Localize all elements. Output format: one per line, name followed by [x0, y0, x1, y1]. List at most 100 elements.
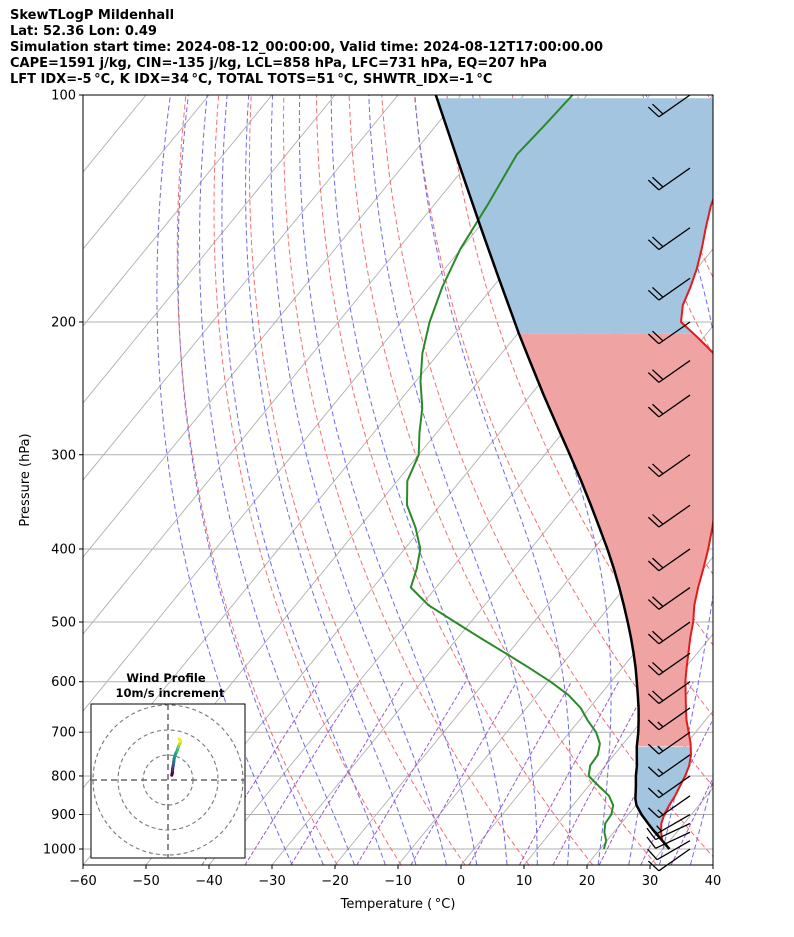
x-tick-label: 10 — [516, 874, 533, 889]
wind-barb-flag — [647, 372, 660, 383]
wind-barb-half — [657, 721, 664, 728]
wind-barb-flag — [647, 693, 660, 705]
mixing-ratio-line — [670, 776, 713, 865]
wind-barb-flag — [652, 403, 664, 415]
wind-barb-flag — [647, 466, 660, 478]
hodograph-title: Wind Profile — [126, 671, 206, 685]
wind-barb — [647, 454, 691, 478]
wind-barb-flag — [647, 560, 660, 572]
mixing-ratio-line — [201, 681, 320, 865]
wind-barb-shaft — [658, 621, 691, 645]
wind-barb-flag — [652, 661, 664, 673]
dry-adiabat — [316, 95, 594, 865]
wind-barb — [647, 813, 691, 835]
wind-barb-shaft — [658, 167, 691, 191]
wind-barb-flag — [652, 596, 664, 607]
wind-barb-flag — [647, 106, 660, 118]
dry-adiabat — [176, 95, 338, 865]
isotherm-line — [712, 864, 713, 865]
wind-barb-flag — [647, 333, 660, 345]
isotherm-line — [83, 95, 210, 250]
dry-adiabat — [741, 95, 794, 865]
moist-adiabat — [414, 95, 571, 865]
wind-barb-shaft — [658, 681, 691, 705]
wind-barb-shaft — [658, 94, 691, 118]
location-line: Lat: 52.36 Lon: 0.49 — [10, 24, 157, 39]
wind-profile-hodograph: Wind Profile 10m/s increment — [90, 671, 246, 859]
isotherm-line — [397, 479, 713, 865]
wind-barb-shaft — [658, 775, 691, 799]
wind-barb-shaft — [658, 360, 691, 383]
wind-barb-half — [657, 745, 664, 752]
wind-barb — [647, 681, 691, 705]
wind-barb-flag — [647, 289, 660, 301]
wind-barb-shaft — [658, 707, 691, 731]
moist-adiabat — [199, 95, 355, 865]
wind-barb-shaft — [656, 840, 691, 861]
wind-barb — [647, 394, 691, 418]
isotherm-line — [83, 95, 525, 635]
wind-barb-flag — [652, 286, 664, 298]
moist-adiabat — [221, 95, 386, 865]
mixing-ratio-line — [640, 718, 713, 865]
time-line: Simulation start time: 2024-08-12_00:00:… — [10, 40, 603, 55]
x-tick-label: −20 — [321, 874, 348, 889]
wind-barb-shaft — [658, 795, 691, 819]
dry-adiabat — [773, 95, 794, 865]
moist-adiabat — [645, 95, 713, 865]
wind-barb-flag — [652, 176, 664, 188]
wind-barb-shaft — [658, 321, 691, 345]
wind-barb-flag — [647, 406, 660, 418]
cin-area — [635, 746, 691, 849]
mixing-ratio-line — [356, 681, 467, 865]
hodograph-subtitle: 10m/s increment — [116, 686, 225, 700]
wind-barb — [646, 831, 691, 849]
wind-barb-flag — [652, 103, 664, 115]
wind-barb — [647, 360, 691, 383]
wind-barb-shaft — [658, 227, 691, 251]
wind-barb-half — [656, 825, 662, 832]
wind-barb — [647, 504, 691, 528]
wind-barb — [647, 775, 691, 799]
mixing-ratio-line — [552, 681, 651, 865]
wind-barb-flag — [647, 633, 660, 645]
wind-barb — [647, 548, 691, 572]
wind-barb-flag — [652, 690, 664, 702]
x-axis-ticks: −60 −50 −40 −30 −20 −10 0 10 20 30 40 — [69, 865, 721, 889]
wind-barb-shaft — [656, 813, 691, 835]
moist-adiabat — [270, 95, 447, 865]
wind-barb-shaft — [658, 454, 691, 478]
x-tick-label: −60 — [69, 874, 96, 889]
wind-barb-shaft — [658, 754, 691, 778]
y-tick-label: 400 — [51, 542, 76, 557]
wind-barb-flag — [646, 827, 657, 840]
y-axis-ticks: 1000 900 800 700 600 500 400 300 200 100 — [43, 89, 83, 858]
wind-barb — [647, 277, 691, 301]
mixing-ratio-line — [290, 681, 404, 865]
wind-barb-flag — [647, 239, 660, 251]
wind-barb-shaft — [658, 394, 691, 418]
wind-barb-flag — [647, 664, 660, 676]
wind-barbs — [646, 94, 691, 872]
wind-barb-flag — [652, 236, 664, 248]
dry-adiabat — [413, 95, 713, 787]
isotherm-line — [586, 710, 713, 865]
x-tick-label: −50 — [132, 874, 159, 889]
wind-barb-flag — [647, 787, 660, 799]
wind-barb — [647, 94, 691, 118]
cape-cin-shading — [436, 98, 713, 849]
isotherm-line — [460, 556, 713, 865]
wind-barb-shaft — [658, 587, 691, 610]
wind-barb-flag — [652, 463, 664, 475]
wind-barb-flag — [647, 766, 660, 778]
mixing-ratio-line — [410, 681, 518, 865]
dry-adiabat — [348, 95, 658, 865]
x-tick-label: 40 — [705, 874, 722, 889]
x-axis-label: Temperature ( °C) — [340, 897, 456, 912]
wind-barb-shaft — [658, 504, 691, 528]
wind-barb-flag — [647, 743, 660, 755]
dry-adiabat — [707, 95, 713, 111]
moist-adiabat — [298, 95, 478, 865]
wind-barb — [647, 840, 691, 861]
wind-barb-flag — [652, 330, 664, 342]
